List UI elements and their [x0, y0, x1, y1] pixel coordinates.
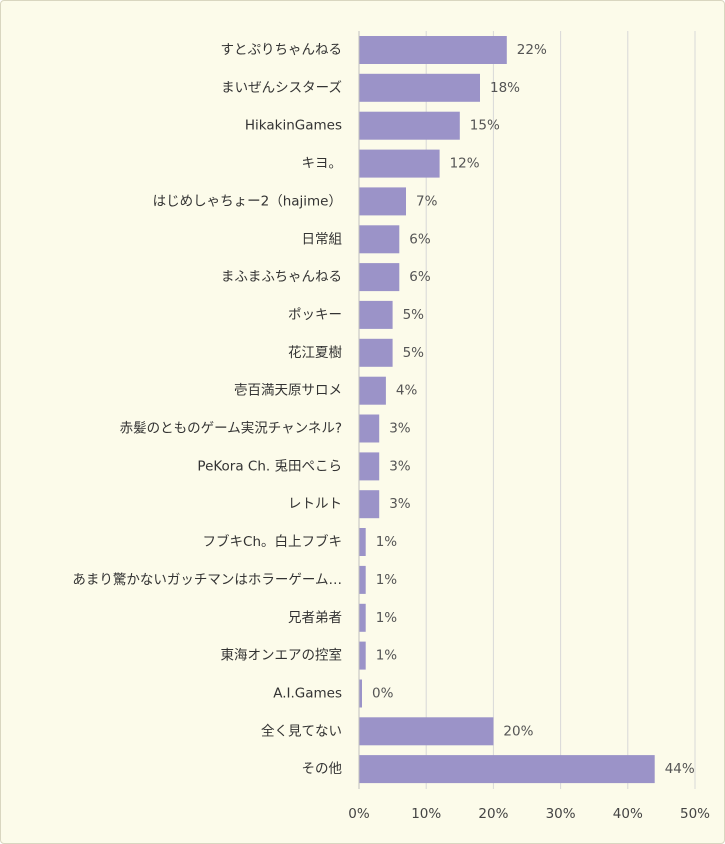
- value-label: 3%: [389, 496, 411, 512]
- value-label: 7%: [416, 193, 438, 209]
- bar: [359, 641, 366, 670]
- value-label: 5%: [403, 307, 425, 323]
- value-label: 1%: [376, 648, 398, 664]
- x-tick-label: 10%: [411, 806, 441, 822]
- bar: [359, 338, 393, 367]
- bar: [359, 187, 406, 216]
- value-label: 6%: [409, 231, 431, 247]
- gridlines: [425, 31, 696, 789]
- category-label: 東海オンエアの控室: [221, 647, 343, 664]
- x-tick-label: 20%: [478, 806, 508, 822]
- category-label: 壱百満天原サロメ: [234, 382, 342, 399]
- bar: [359, 73, 480, 102]
- category-label: HikakinGames: [245, 118, 342, 134]
- bar: [359, 452, 380, 481]
- category-label: あまり驚かないガッチマンはホラーゲーム…: [72, 571, 342, 588]
- bar: [359, 717, 494, 746]
- x-tick-label: 40%: [613, 806, 643, 822]
- category-label: キヨ。: [302, 156, 343, 172]
- category-label: PeKora Ch. 兎田ぺこら: [197, 458, 342, 474]
- bar: [359, 36, 507, 64]
- bar: [359, 414, 380, 443]
- x-axis-ticks: 0% 10% 20% 30% 40% 50%: [348, 806, 710, 822]
- bars: [359, 36, 655, 784]
- value-label: 20%: [503, 723, 533, 739]
- value-label: 3%: [389, 458, 411, 474]
- category-label: 赤髪のとものゲーム実況チャンネル?: [120, 421, 342, 437]
- bar: [359, 603, 366, 632]
- x-tick-label: 30%: [546, 806, 576, 822]
- value-label: 1%: [376, 572, 398, 588]
- value-label: 6%: [409, 269, 431, 285]
- bar: [359, 111, 460, 140]
- x-tick-label: 0%: [348, 806, 370, 822]
- bar: [359, 755, 655, 784]
- category-label: ポッキー: [288, 307, 342, 323]
- category-label: 全く見てない: [261, 722, 342, 739]
- value-label: 15%: [470, 118, 500, 134]
- value-label: 3%: [389, 421, 411, 437]
- value-label: 22%: [517, 42, 547, 58]
- category-label: 花江夏樹: [288, 345, 342, 361]
- category-label: すとぷりちゃんねる: [221, 42, 343, 58]
- value-labels: 22% 18% 15% 12% 7% 6% 6% 5% 5% 4% 3% 3% 3% 1% 1% 1% 1% 0%…: [372, 42, 695, 777]
- value-label: 0%: [372, 685, 394, 701]
- value-label: 12%: [450, 156, 480, 172]
- category-label: レトルト: [288, 496, 342, 512]
- x-tick-label: 50%: [680, 806, 710, 822]
- bar: [359, 490, 380, 519]
- value-label: 1%: [376, 610, 398, 626]
- category-label: 兄者弟者: [288, 610, 342, 626]
- value-label: 4%: [396, 383, 418, 399]
- category-label: フブキCh。白上フブキ: [203, 533, 342, 550]
- value-label: 1%: [376, 534, 398, 550]
- category-label: 日常組: [302, 231, 343, 247]
- value-label: 18%: [490, 80, 520, 96]
- category-label: その他: [302, 761, 343, 777]
- category-label: A.I.Games: [273, 685, 342, 701]
- bar: [359, 679, 362, 708]
- bar: [359, 300, 393, 329]
- bar: [359, 528, 366, 556]
- category-label: はじめしゃちょー2（hajime）: [153, 193, 342, 209]
- bar: [359, 149, 440, 178]
- value-label: 5%: [403, 345, 425, 361]
- value-label: 44%: [665, 761, 695, 777]
- bar: [359, 565, 366, 594]
- category-label: まいぜんシスターズ: [221, 80, 342, 96]
- bar: [359, 263, 400, 292]
- bar: [359, 376, 386, 405]
- category-label: まふまふちゃんねる: [221, 269, 342, 285]
- bar: [359, 225, 400, 254]
